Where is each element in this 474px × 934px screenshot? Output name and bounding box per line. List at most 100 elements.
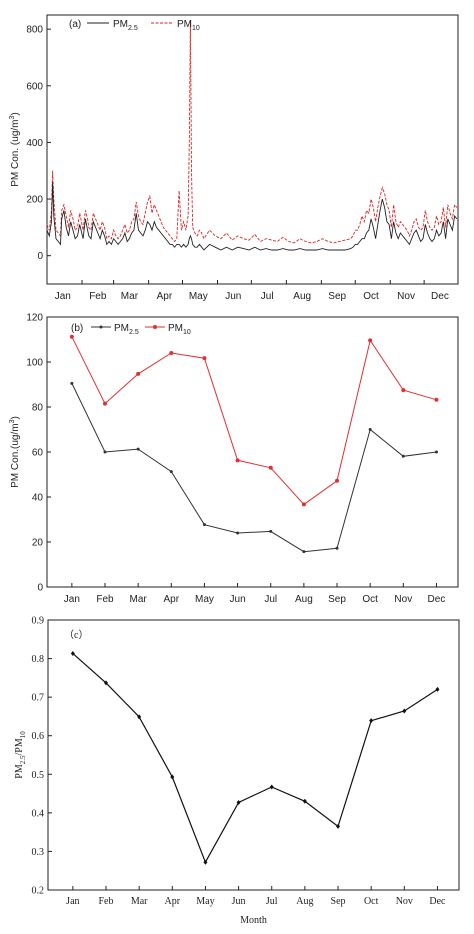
data-point-pm2-5 bbox=[368, 428, 372, 431]
data-point-pm2-5 bbox=[70, 381, 74, 385]
x-tick-label: Jan bbox=[64, 594, 80, 605]
data-point-ratio bbox=[435, 686, 440, 692]
x-tick-label: Jul bbox=[261, 291, 274, 302]
series-line-pm10 bbox=[46, 20, 458, 244]
y-tick-label: 120 bbox=[26, 313, 43, 324]
data-point-pm10 bbox=[169, 351, 174, 355]
data-point-ratio bbox=[170, 774, 175, 780]
x-tick-label: Jun bbox=[225, 291, 241, 302]
series-line-pm10 bbox=[71, 336, 437, 506]
y-tick-label: 400 bbox=[26, 138, 43, 149]
data-point-ratio bbox=[336, 823, 341, 829]
data-point-pm2-5 bbox=[401, 454, 405, 458]
data-point-ratio bbox=[369, 718, 374, 724]
x-tick-label: Feb bbox=[96, 594, 114, 605]
x-tick-label: Sep bbox=[328, 594, 346, 605]
legend-marker-pm10 bbox=[153, 325, 157, 329]
y-tick-label: 0.3 bbox=[32, 847, 45, 858]
x-tick-label: May bbox=[195, 594, 214, 605]
data-point-pm2-5 bbox=[103, 450, 107, 454]
x-tick-label: Apr bbox=[164, 594, 180, 605]
x-tick-label: Jun bbox=[230, 594, 246, 605]
data-point-pm2-5 bbox=[269, 529, 273, 533]
x-tick-label: Dec bbox=[431, 291, 449, 302]
plot-frame-c bbox=[47, 619, 460, 891]
data-point-ratio bbox=[236, 799, 241, 805]
data-point-pm10 bbox=[268, 465, 273, 470]
data-point-pm10 bbox=[434, 397, 439, 402]
y-tick-label: 0.9 bbox=[32, 616, 45, 627]
y-tick-label: 0 bbox=[37, 251, 43, 262]
data-point-ratio bbox=[70, 651, 75, 657]
legend-label-pm25: PM2.5 bbox=[114, 323, 139, 336]
x-tick-label: Jan bbox=[55, 291, 71, 302]
x-tick-label: Aug bbox=[293, 291, 311, 302]
data-point-pm2-5 bbox=[335, 546, 339, 550]
x-tick-label: Oct bbox=[362, 594, 378, 605]
panel-label: (b) bbox=[71, 323, 83, 334]
legend-label-pm10: PM10 bbox=[168, 323, 191, 336]
x-tick-label: Oct bbox=[364, 896, 379, 907]
x-tick-label: Apr bbox=[165, 896, 181, 907]
series-line-pm2-5 bbox=[46, 182, 458, 251]
y-axis-title-a: PM Con. (ug/m3) bbox=[9, 112, 21, 187]
y-axis-title-c: PM2.5/PM10 bbox=[14, 731, 27, 779]
data-point-ratio bbox=[137, 714, 142, 720]
data-point-ratio bbox=[203, 859, 208, 865]
y-tick-label: 0 bbox=[37, 583, 43, 594]
data-point-pm2-5 bbox=[302, 550, 306, 554]
data-point-pm10 bbox=[136, 371, 141, 376]
x-tick-label: Nov bbox=[394, 594, 412, 605]
data-point-pm10 bbox=[368, 338, 373, 343]
y-tick-label: 0.5 bbox=[32, 770, 45, 781]
y-tick-label: 80 bbox=[32, 403, 44, 414]
y-tick-label: 100 bbox=[26, 358, 43, 369]
y-tick-label: 60 bbox=[32, 448, 44, 459]
data-point-pm10 bbox=[69, 334, 74, 339]
x-tick-label: Mar bbox=[131, 896, 148, 907]
data-point-ratio bbox=[302, 798, 307, 804]
x-tick-label: Aug bbox=[296, 896, 313, 907]
x-tick-label: Feb bbox=[99, 896, 114, 907]
legend-label-pm25: PM2.5 bbox=[113, 19, 138, 32]
y-tick-label: 0.4 bbox=[32, 808, 45, 819]
data-point-ratio bbox=[104, 680, 109, 686]
series-line-ratio bbox=[72, 653, 438, 864]
panel-label: (a) bbox=[69, 19, 81, 30]
data-point-pm2-5 bbox=[202, 523, 206, 527]
data-point-pm2-5 bbox=[136, 447, 140, 451]
data-point-pm2-5 bbox=[169, 470, 173, 474]
x-tick-label: May bbox=[189, 291, 208, 302]
series-line-pm2-5 bbox=[71, 383, 437, 553]
data-point-pm10 bbox=[202, 356, 207, 361]
x-tick-label: Jul bbox=[266, 896, 278, 907]
y-tick-label: 0.7 bbox=[32, 693, 45, 704]
x-tick-label: Aug bbox=[295, 594, 313, 605]
x-tick-label: Nov bbox=[397, 291, 415, 302]
x-tick-label: Jun bbox=[232, 896, 246, 907]
y-tick-label: 0.8 bbox=[32, 654, 45, 665]
y-tick-label: 40 bbox=[32, 493, 44, 504]
y-tick-label: 200 bbox=[26, 195, 43, 206]
x-tick-label: Dec bbox=[429, 896, 446, 907]
data-point-pm2-5 bbox=[434, 450, 438, 454]
x-tick-label: Sep bbox=[331, 896, 346, 907]
data-point-pm10 bbox=[401, 388, 406, 393]
data-point-pm2-5 bbox=[236, 531, 240, 535]
x-tick-label: Jul bbox=[264, 594, 277, 605]
x-tick-label: Mar bbox=[130, 594, 148, 605]
x-tick-label: Feb bbox=[89, 291, 107, 302]
y-tick-label: 0.6 bbox=[32, 731, 45, 742]
x-tick-label: Jan bbox=[66, 896, 79, 907]
y-axis-title-b: PM Con.(ug/m3) bbox=[9, 416, 21, 488]
y-tick-label: 20 bbox=[32, 538, 44, 549]
panel-label: （c） bbox=[64, 629, 88, 641]
x-tick-label: Apr bbox=[157, 291, 173, 302]
legend-marker-pm25 bbox=[99, 325, 103, 329]
legend-label-pm10: PM10 bbox=[177, 19, 200, 32]
x-tick-label: Nov bbox=[396, 896, 413, 907]
data-point-pm10 bbox=[103, 401, 108, 406]
x-tick-label: Oct bbox=[363, 291, 379, 302]
y-tick-label: 0.2 bbox=[32, 886, 45, 897]
